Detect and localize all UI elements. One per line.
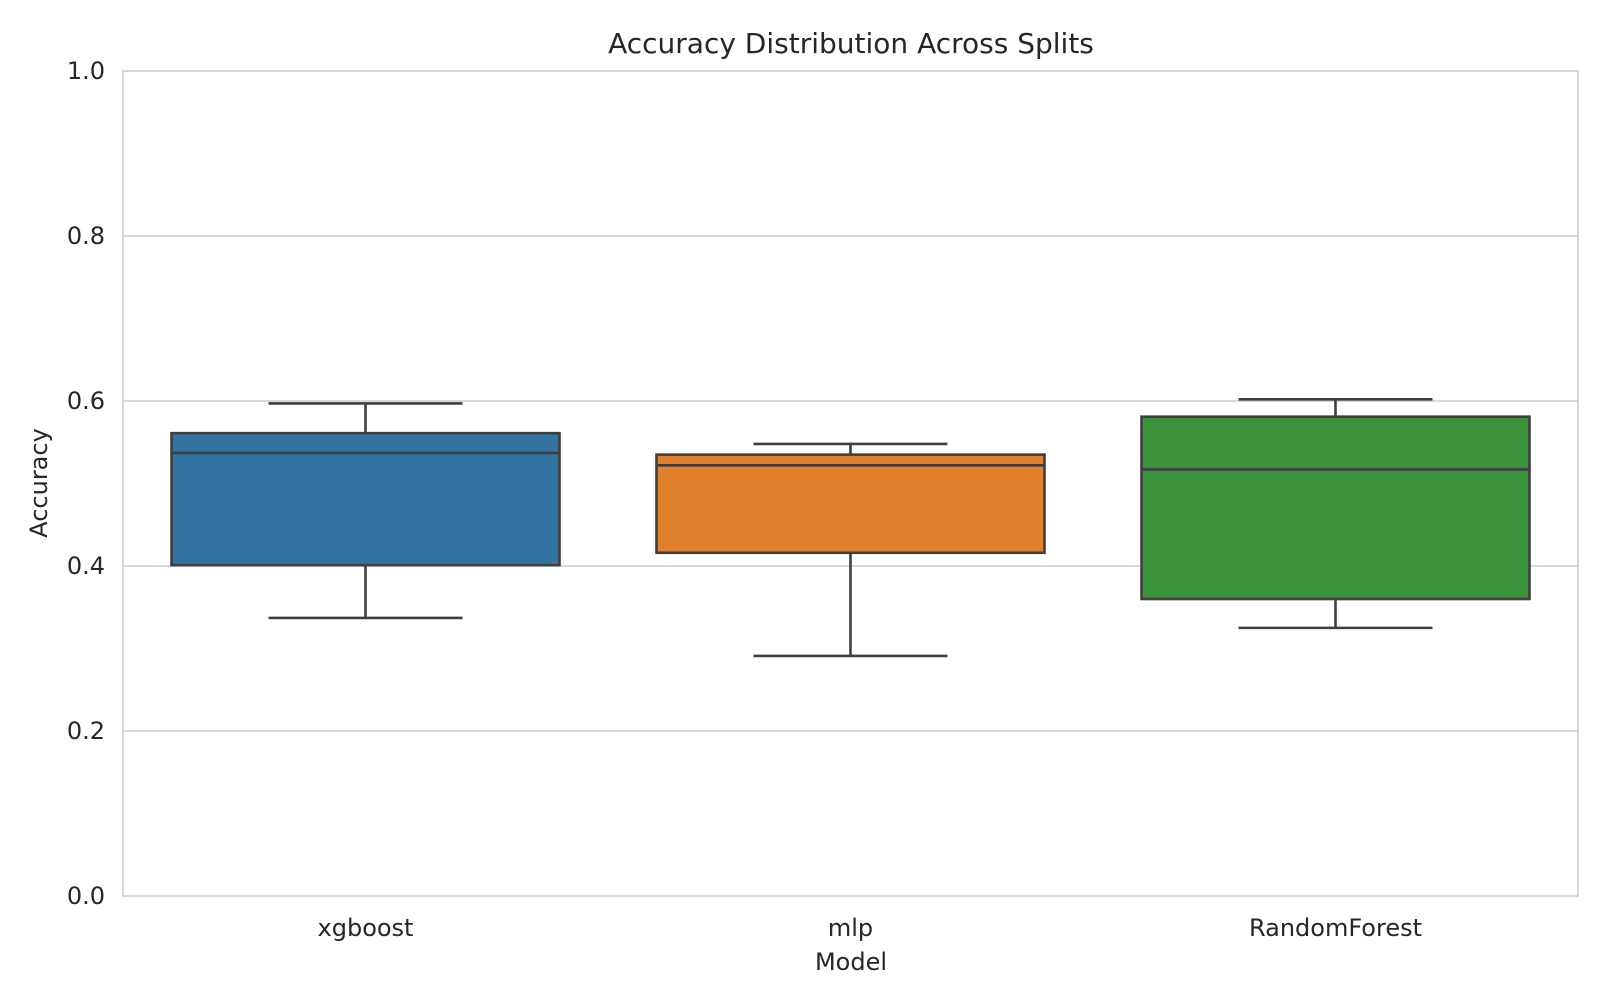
box-xgboost	[170, 402, 561, 620]
y-tick-label: 0.4	[67, 552, 105, 580]
y-tick-label: 0.0	[67, 882, 105, 910]
x-tick-labels: xgboost mlp RandomForest	[318, 914, 1422, 942]
plot-frame	[122, 70, 1579, 897]
chart-title: Accuracy Distribution Across Splits	[608, 27, 1094, 60]
y-axis-label: Accuracy	[25, 428, 53, 538]
x-axis-label: Model	[815, 948, 887, 976]
x-tick-label: xgboost	[318, 914, 414, 942]
iqr-box	[1140, 415, 1531, 601]
x-tick-label: mlp	[828, 914, 873, 942]
box-mlp	[655, 442, 1046, 658]
y-tick-label: 0.8	[67, 222, 105, 250]
iqr-box	[170, 431, 561, 567]
y-tick-labels: 0.0 0.2 0.4 0.6 0.8 1.0	[67, 57, 105, 910]
y-tick-label: 1.0	[67, 57, 105, 85]
x-tick-label: RandomForest	[1249, 914, 1422, 942]
iqr-box	[655, 453, 1046, 555]
y-tick-label: 0.2	[67, 717, 105, 745]
box-series	[170, 398, 1531, 658]
y-tick-label: 0.6	[67, 387, 105, 415]
box-RandomForest	[1140, 398, 1531, 630]
